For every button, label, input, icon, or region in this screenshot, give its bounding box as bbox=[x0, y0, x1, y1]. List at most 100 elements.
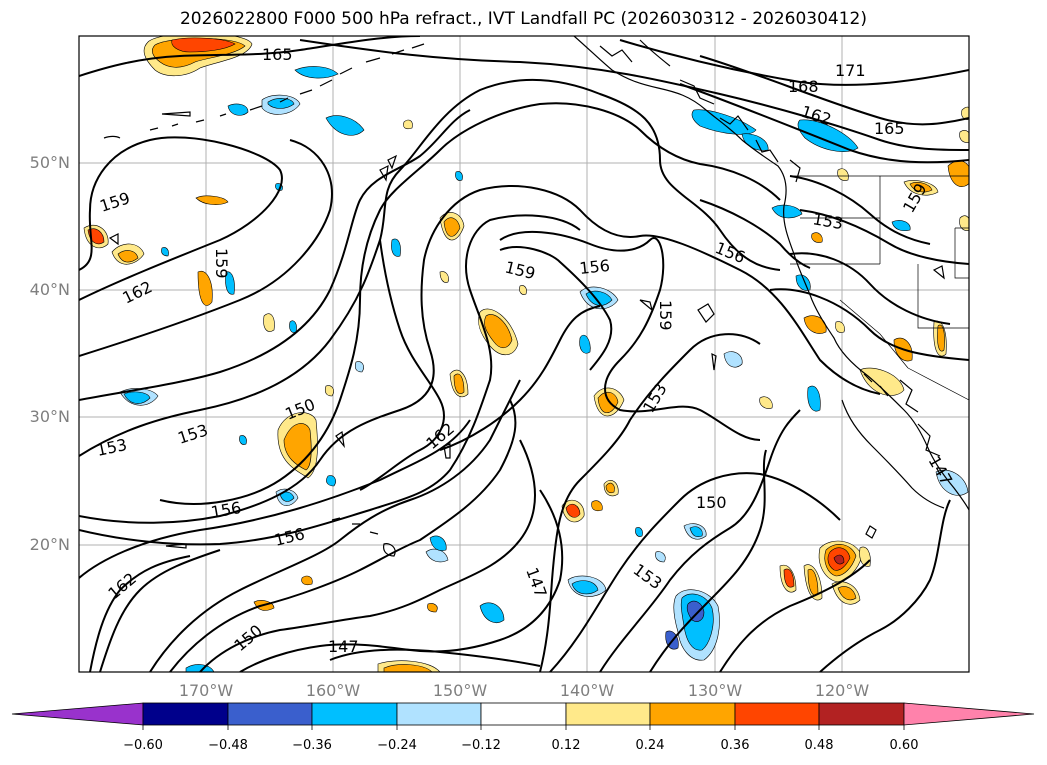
fill-region bbox=[326, 475, 336, 487]
fill-region bbox=[354, 361, 364, 373]
small-island bbox=[165, 430, 345, 549]
fill-region bbox=[391, 238, 401, 257]
fill-region bbox=[689, 526, 703, 538]
colorbar-tick-label: −0.48 bbox=[208, 738, 248, 753]
coast-detail bbox=[599, 39, 941, 457]
colorbar-tick-label: 0.60 bbox=[889, 738, 919, 753]
fill-region bbox=[383, 664, 433, 672]
contour-line bbox=[79, 185, 881, 524]
fill-region bbox=[837, 168, 849, 181]
state-borders bbox=[790, 175, 969, 401]
fill-region bbox=[909, 182, 933, 193]
colorbar-segment bbox=[734, 702, 820, 726]
fill-region bbox=[571, 580, 599, 595]
fill-region bbox=[797, 119, 859, 152]
colorbar-tick-label: −0.36 bbox=[292, 738, 332, 753]
fill-region bbox=[741, 133, 769, 151]
fill-region bbox=[579, 334, 591, 354]
ivt-fill-regions bbox=[83, 36, 969, 672]
fill-region bbox=[959, 215, 969, 231]
fill-region bbox=[225, 271, 235, 295]
map-title: 2026022800 F000 500 hPa refract., IVT La… bbox=[179, 9, 867, 29]
fill-region bbox=[427, 603, 438, 613]
small-island bbox=[639, 265, 945, 312]
fill-region bbox=[605, 482, 615, 494]
fill-region bbox=[891, 220, 911, 232]
fill-region bbox=[565, 503, 581, 518]
contour-label: 171 bbox=[835, 61, 866, 80]
fill-region bbox=[811, 232, 823, 243]
lat-label: 30°N bbox=[29, 407, 70, 426]
contour-line bbox=[789, 252, 951, 325]
contour-label: 150 bbox=[696, 493, 727, 512]
lat-label: 20°N bbox=[29, 535, 70, 554]
fill-region bbox=[961, 106, 969, 120]
colorbar-tick-label: −0.60 bbox=[123, 738, 163, 753]
fill-region bbox=[837, 586, 857, 601]
contour-label: 147 bbox=[522, 565, 550, 600]
contour-label: 159 bbox=[656, 300, 675, 331]
contour-line bbox=[649, 449, 767, 672]
contour-label: 156 bbox=[578, 256, 610, 278]
contour-line bbox=[159, 102, 781, 505]
contour-line bbox=[79, 214, 581, 546]
fill-region bbox=[759, 396, 773, 409]
fill-region bbox=[959, 130, 969, 143]
lon-label: 140°W bbox=[559, 681, 615, 700]
fill-region bbox=[123, 391, 151, 404]
colorbar-tick-label: 0.24 bbox=[635, 738, 665, 753]
contour-label: 153 bbox=[175, 420, 210, 448]
fill-region bbox=[195, 195, 229, 205]
fill-region bbox=[227, 103, 249, 116]
contour-line bbox=[299, 39, 969, 151]
colorbar-low-extend bbox=[11, 702, 144, 726]
contour-line bbox=[199, 439, 536, 672]
fill-region bbox=[803, 315, 827, 334]
contour-line bbox=[789, 175, 931, 245]
contour-line bbox=[79, 36, 421, 77]
fill-region bbox=[197, 270, 213, 306]
fill-region bbox=[484, 314, 513, 349]
fill-region bbox=[479, 602, 505, 623]
fill-region bbox=[455, 171, 463, 181]
colorbar-segment bbox=[142, 702, 229, 726]
contour-line bbox=[79, 78, 781, 457]
contour-label: 165 bbox=[874, 119, 905, 138]
fill-region bbox=[859, 367, 905, 396]
contour-label: 147 bbox=[328, 637, 359, 656]
fill-region bbox=[691, 109, 757, 135]
fill-region bbox=[655, 551, 666, 563]
fill-region bbox=[171, 37, 236, 53]
fill-region bbox=[294, 66, 339, 79]
small-island bbox=[108, 111, 191, 246]
colorbar-segment bbox=[818, 702, 905, 726]
colorbar-tick-label: 0.36 bbox=[720, 738, 750, 753]
small-island bbox=[443, 443, 877, 539]
contour-label: 156 bbox=[209, 498, 242, 522]
contour-line bbox=[699, 55, 969, 126]
contour-line bbox=[599, 409, 801, 672]
map-frame bbox=[78, 35, 970, 673]
contour-label: 159 bbox=[212, 248, 231, 279]
fill-region bbox=[301, 575, 313, 586]
contour-line bbox=[499, 230, 761, 441]
baja-coast bbox=[841, 399, 945, 509]
colorbar-segment bbox=[311, 702, 398, 726]
fill-region bbox=[723, 351, 743, 368]
height-contours bbox=[79, 36, 969, 672]
fill-region bbox=[289, 320, 297, 333]
contour-label: 162 bbox=[104, 569, 140, 603]
contour-label: 159 bbox=[97, 188, 132, 216]
contour-label: 162 bbox=[119, 277, 155, 307]
lon-label: 170°W bbox=[178, 681, 234, 700]
contour-line bbox=[719, 559, 871, 672]
contour-line bbox=[499, 246, 613, 371]
colorbar bbox=[11, 702, 1035, 730]
fill-region bbox=[267, 98, 295, 109]
lat-label: 50°N bbox=[29, 153, 70, 172]
fill-region bbox=[591, 500, 603, 512]
lat-label: 40°N bbox=[29, 280, 70, 299]
fill-region bbox=[443, 217, 461, 237]
contour-line bbox=[769, 288, 969, 361]
